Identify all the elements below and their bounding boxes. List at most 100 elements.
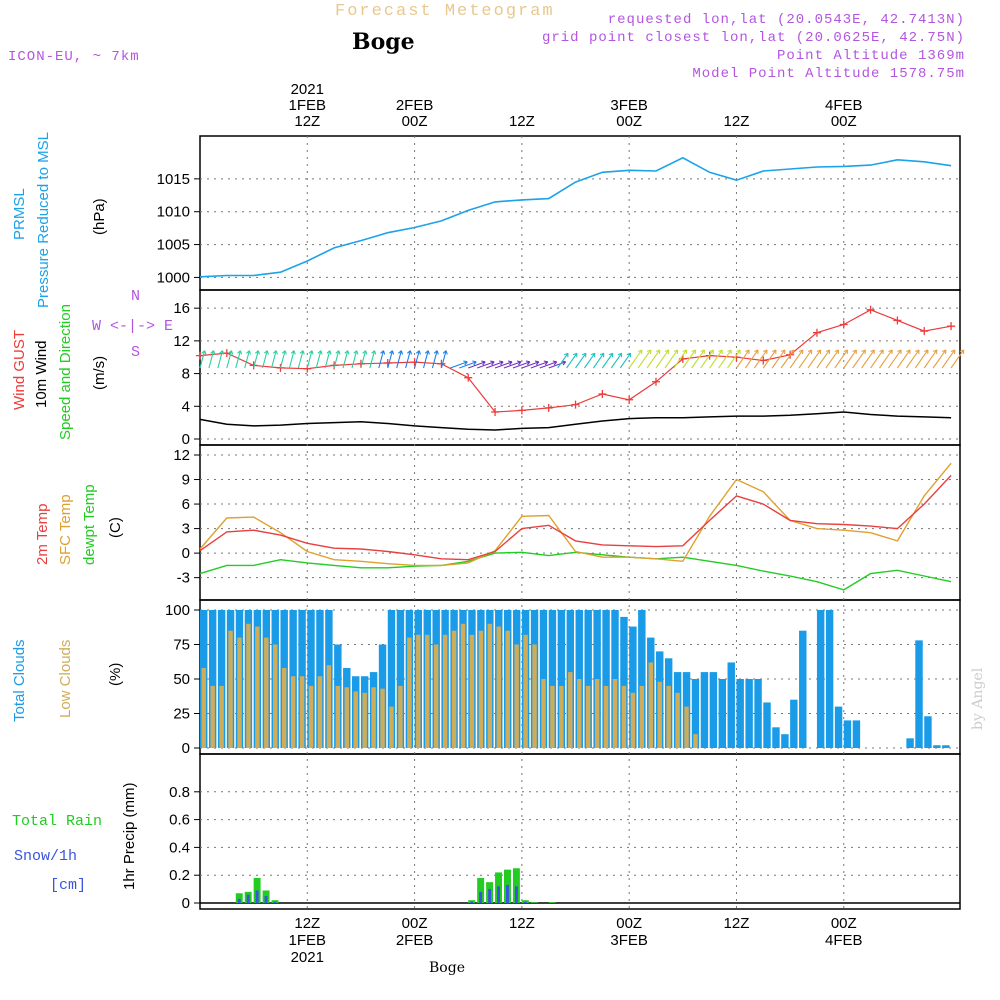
clouds-unit: (%) — [107, 663, 124, 686]
total-cloud-bar — [915, 640, 923, 748]
wind-arrow — [262, 350, 268, 369]
wind-arrow — [727, 349, 741, 369]
total-cloud-bar — [933, 745, 941, 748]
gust-line — [199, 309, 952, 413]
wind-arrow — [333, 350, 340, 369]
wind-arrow — [870, 349, 884, 369]
wind-arrowhead — [825, 349, 831, 355]
wind-arrowhead — [534, 360, 540, 366]
wind-arrowhead — [834, 349, 840, 354]
wind-arrow — [468, 361, 486, 369]
wind-arrow — [351, 350, 358, 369]
low-cloud-bar — [264, 637, 269, 748]
total-cloud-bar — [772, 727, 780, 748]
wind-arrow — [834, 349, 848, 369]
snow-bar — [523, 901, 527, 903]
wind-arrowhead — [362, 350, 368, 355]
gust-marker — [330, 361, 339, 370]
wind-arrow — [673, 349, 687, 369]
bottom-time-label: 4FEB — [825, 932, 863, 949]
wind-arrowhead — [326, 350, 332, 355]
rain-bar — [548, 902, 556, 903]
wind-arrowhead — [210, 350, 216, 355]
total-cloud-bar — [942, 745, 950, 748]
top-time-label: 4FEB — [825, 97, 863, 114]
wind-arrowhead — [415, 350, 421, 355]
y-tick-label: 8 — [182, 366, 190, 383]
y-tick-label: 100 — [165, 602, 190, 619]
wind-arrow — [315, 350, 322, 369]
total-cloud-bar — [691, 679, 700, 748]
gust-marker — [839, 320, 848, 329]
wind-arrow — [664, 349, 679, 369]
temp-dew-label: dewpt Temp — [81, 484, 98, 565]
snow-bar — [514, 886, 518, 903]
wind-arrowhead — [433, 350, 439, 355]
wind-arrow — [584, 352, 596, 369]
wind-arrow — [923, 349, 938, 369]
total-cloud-bar — [763, 702, 771, 748]
low-cloud-bar — [603, 685, 609, 748]
chart-marks — [196, 156, 965, 904]
low-cloud-bar — [317, 676, 323, 748]
bottom-time-label: 3FEB — [610, 932, 648, 949]
y-tick-label: 1015 — [157, 171, 190, 188]
wind-arrow — [843, 349, 857, 369]
total-cloud-bar — [700, 672, 709, 748]
wind-arrow — [396, 350, 402, 369]
wind-arrowhead — [617, 352, 623, 358]
wind-arrowhead — [700, 349, 705, 354]
wind-arrow — [932, 349, 947, 369]
low-cloud-bar — [407, 637, 412, 748]
wind-arrowhead — [906, 349, 911, 354]
gust-marker — [464, 373, 473, 382]
wind-arrowhead — [380, 350, 386, 355]
wind-arrowhead — [353, 350, 359, 355]
bottom-time-label: 12Z — [509, 915, 535, 932]
wind-arrowhead — [507, 360, 513, 366]
temp-unit: (C) — [107, 517, 124, 538]
wind-arrowhead — [290, 350, 296, 355]
wind-arrowhead — [201, 350, 207, 355]
wind-arrowhead — [481, 360, 486, 366]
wind-arrowhead — [564, 352, 569, 358]
wind-arrow — [226, 350, 233, 369]
wind-arrowhead — [852, 349, 857, 354]
low-cloud-bar — [290, 676, 296, 748]
gust-marker — [866, 305, 875, 314]
gust-marker — [893, 316, 902, 325]
low-cloud-bar — [371, 687, 376, 748]
wind-arrow — [941, 349, 956, 369]
bottom-time-label: 12Z — [724, 915, 750, 932]
snow-bar — [264, 896, 268, 903]
total-cloud-bar — [736, 679, 744, 748]
gust-marker — [625, 395, 634, 404]
wind-arrow — [244, 350, 250, 369]
top-time-label: 2021 — [291, 81, 324, 98]
snow-bar — [506, 884, 509, 903]
total-cloud-bar — [799, 630, 807, 748]
wind-arrow — [431, 350, 438, 369]
gust-marker — [759, 356, 768, 365]
title: Forecast Meteogram — [335, 2, 555, 21]
wind-arrowhead — [308, 350, 314, 355]
low-cloud-bar — [612, 679, 618, 748]
total-cloud-bar — [387, 610, 396, 748]
wind-arrowhead — [608, 352, 614, 358]
low-cloud-bar — [505, 630, 510, 748]
low-cloud-bar — [219, 685, 224, 748]
wind-arrow — [700, 349, 714, 369]
wind-arrow — [253, 350, 259, 369]
wind-arrow — [235, 350, 241, 369]
wind-dir-label: Speed and Direction — [57, 304, 74, 440]
wind-arrowhead — [599, 352, 605, 358]
precip-panel — [199, 753, 961, 910]
wind-arrowhead — [673, 349, 679, 355]
wind-arrowhead — [718, 349, 723, 355]
wind-arrowhead — [552, 360, 558, 366]
pressure-panel — [199, 135, 961, 291]
y-tick-label: 0 — [182, 431, 190, 448]
gust-marker — [812, 328, 821, 337]
y-tick-label: 0.4 — [169, 839, 190, 856]
